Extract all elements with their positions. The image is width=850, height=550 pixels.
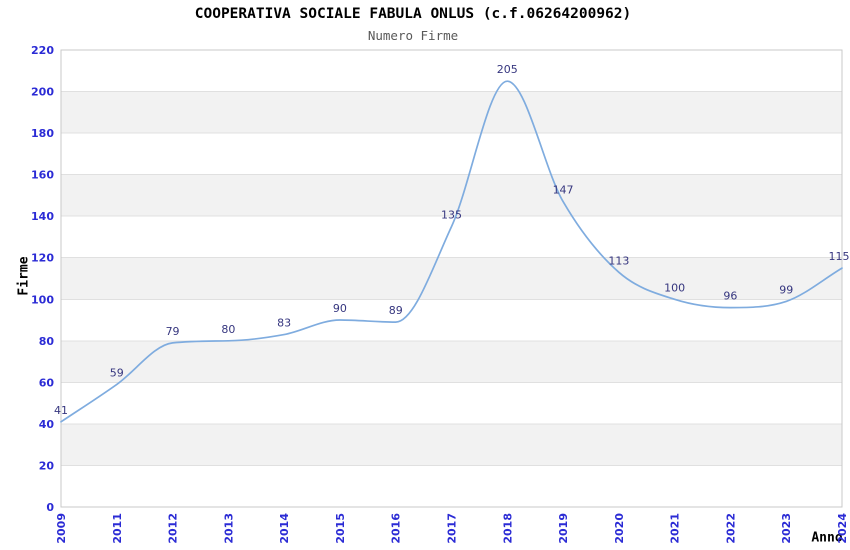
y-tick-labels: 0 20 40 60 80 100 120 140 160 180 200 220 xyxy=(31,44,54,514)
y-tick-label: 20 xyxy=(39,459,55,472)
x-tick-labels: 2009 2011 2012 2013 2014 2015 2016 2017 2018 2019… xyxy=(55,513,849,544)
plot-band xyxy=(61,91,842,134)
x-tick-label: 2011 xyxy=(111,513,124,544)
value-label: 80 xyxy=(221,323,235,336)
chart-subtitle: Numero Firme xyxy=(367,28,459,43)
plot-band xyxy=(61,423,842,466)
y-tick-label: 180 xyxy=(31,127,54,140)
x-tick-label: 2015 xyxy=(334,513,347,544)
y-tick-label: 160 xyxy=(31,169,54,182)
y-tick-label: 140 xyxy=(31,210,54,223)
plot-bands xyxy=(61,91,842,466)
y-tick-label: 80 xyxy=(39,335,55,348)
y-tick-label: 60 xyxy=(39,376,55,389)
x-tick-label: 2009 xyxy=(55,513,68,544)
value-label: 90 xyxy=(333,302,347,315)
y-tick-label: 120 xyxy=(31,252,54,265)
y-tick-label: 100 xyxy=(31,293,54,306)
x-tick-label: 2019 xyxy=(557,513,570,544)
value-label: 205 xyxy=(497,63,518,76)
value-label: 113 xyxy=(608,254,629,267)
plot-band xyxy=(61,340,842,383)
plot-border xyxy=(60,49,843,508)
plot-band xyxy=(61,174,842,217)
x-axis-title: Anno xyxy=(811,530,843,546)
gridlines xyxy=(61,91,842,466)
value-labels: 41 59 79 80 83 90 89 135 205 147 113 100 96 99 115 xyxy=(54,63,850,417)
x-tick-label: 2013 xyxy=(222,513,235,544)
x-tick-label: 2021 xyxy=(669,513,682,544)
y-tick-label: 220 xyxy=(31,44,54,57)
x-tick-label: 2018 xyxy=(501,513,514,544)
x-tick-label: 2017 xyxy=(446,513,459,544)
value-label: 100 xyxy=(664,281,685,294)
value-label: 59 xyxy=(110,366,124,379)
value-label: 135 xyxy=(441,209,462,222)
chart-title: COOPERATIVA SOCIALE FABULA ONLUS (c.f.06… xyxy=(194,6,632,22)
value-label: 79 xyxy=(166,325,180,338)
value-label: 99 xyxy=(779,283,793,296)
x-tick-label: 2012 xyxy=(167,513,180,544)
value-label: 147 xyxy=(553,184,574,197)
value-label: 41 xyxy=(54,404,68,417)
value-label: 83 xyxy=(277,317,291,330)
plot-band xyxy=(61,257,842,300)
series-line xyxy=(60,80,843,423)
x-tick-label: 2016 xyxy=(390,513,403,544)
x-tick-label: 2014 xyxy=(278,513,291,544)
x-tick-label: 2023 xyxy=(780,513,793,544)
x-tick-label: 2020 xyxy=(613,513,626,544)
value-label: 115 xyxy=(829,250,850,263)
value-label: 96 xyxy=(723,290,737,303)
x-tick-label: 2024 xyxy=(836,513,849,544)
y-tick-label: 0 xyxy=(46,501,54,514)
y-tick-label: 40 xyxy=(39,418,55,431)
value-label: 89 xyxy=(389,304,403,317)
x-tick-label: 2022 xyxy=(724,513,737,544)
y-tick-label: 200 xyxy=(31,86,54,99)
